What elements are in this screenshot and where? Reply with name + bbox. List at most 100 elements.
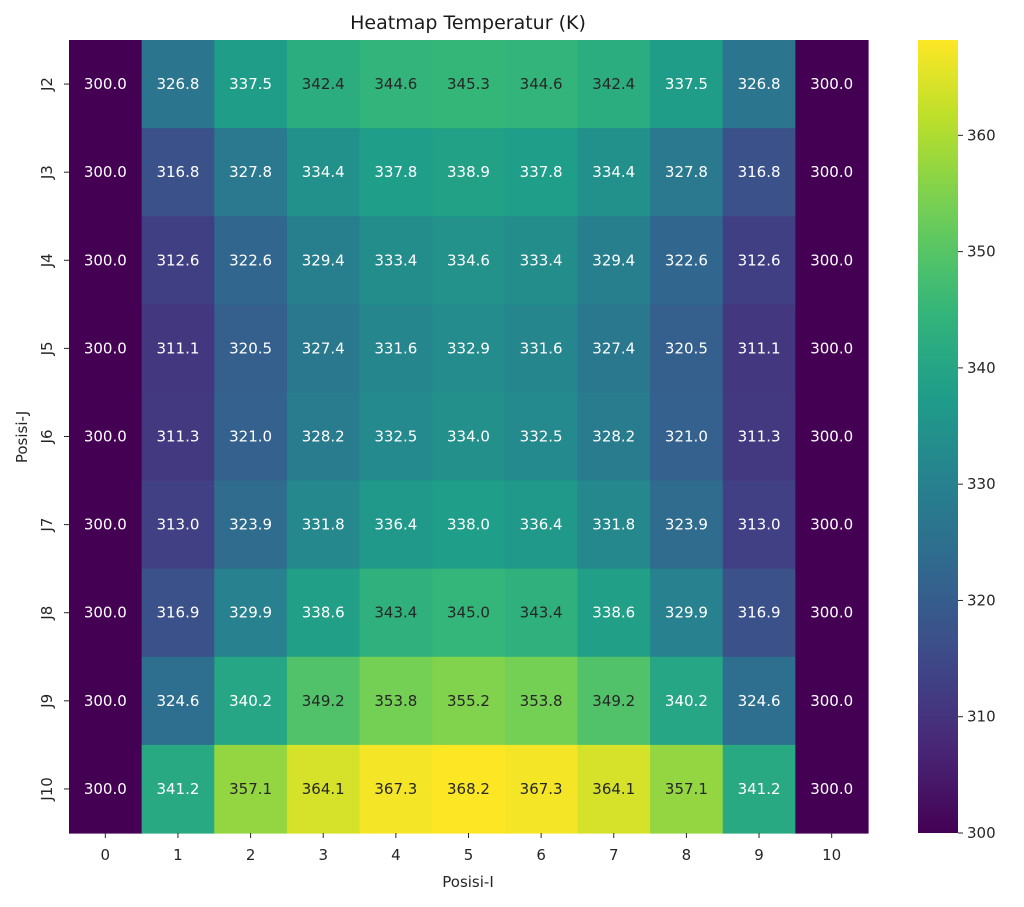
y-axis-label: Posisi-J — [13, 411, 31, 463]
cell-value-label: 344.6 — [520, 75, 563, 93]
cell-value-label: 324.6 — [738, 692, 781, 710]
cell-annotations: 300.0 326.8 337.5 342.4 344.6 345.3 344.6 342.4… — [84, 75, 853, 798]
x-tick-label: 6 — [536, 846, 546, 864]
y-tick-label: J8 — [38, 606, 56, 621]
cell-value-label: 329.4 — [592, 251, 635, 269]
cell-value-label: 334.0 — [447, 428, 490, 446]
cell-value-label: 316.8 — [156, 163, 199, 181]
heatmap-cell — [141, 304, 215, 394]
cell-value-label: 300.0 — [84, 251, 127, 269]
cell-value-label: 327.4 — [302, 339, 345, 357]
cell-value-label: 300.0 — [84, 428, 127, 446]
heatmap-cell — [141, 128, 215, 217]
cell-value-label: 338.6 — [592, 604, 635, 622]
heatmap-cell — [214, 304, 288, 394]
heatmap-cell — [286, 744, 361, 834]
cell-value-label: 321.0 — [229, 428, 272, 446]
y-tick-label: J5 — [38, 341, 56, 356]
cell-value-label: 300.0 — [810, 339, 853, 357]
cell-value-label: 323.9 — [229, 516, 272, 534]
heatmap-cell — [722, 40, 796, 129]
heatmap-cell — [722, 304, 796, 394]
cell-value-label: 316.9 — [156, 604, 199, 622]
heatmap-cell — [795, 216, 869, 305]
y-tick-label: J7 — [38, 518, 56, 533]
heatmap-cell — [722, 216, 796, 305]
heatmap-cell — [359, 40, 433, 129]
cell-value-label: 320.5 — [229, 339, 272, 357]
heatmap-cell — [504, 128, 579, 217]
colorbar-tick-label: 330 — [967, 475, 996, 493]
heatmap-cell — [722, 392, 796, 482]
heatmap-cell — [359, 656, 433, 746]
heatmap-cell — [722, 480, 796, 570]
cell-value-label: 311.3 — [738, 428, 781, 446]
heatmap-cell — [795, 40, 869, 129]
heatmap-cell — [650, 744, 724, 834]
heatmap-cell — [504, 304, 579, 394]
cell-value-label: 355.2 — [447, 692, 490, 710]
colorbar-tick-label: 350 — [967, 243, 996, 261]
x-tick-label: 3 — [318, 846, 328, 864]
heatmap-cell — [359, 392, 433, 482]
heatmap-cell — [69, 40, 143, 129]
cell-value-label: 331.8 — [592, 516, 635, 534]
heatmap-cell — [650, 656, 724, 746]
heatmap-cell — [214, 128, 288, 217]
cell-value-label: 300.0 — [84, 163, 127, 181]
heatmap-cell — [214, 392, 288, 482]
heatmap-cell — [69, 480, 143, 570]
cell-value-label: 316.9 — [738, 604, 781, 622]
heatmap-cell — [141, 40, 215, 129]
cell-value-label: 323.9 — [665, 516, 708, 534]
heatmap-cell — [69, 568, 143, 658]
heatmap-cell — [286, 216, 361, 305]
heatmap-cell — [650, 480, 724, 570]
heatmap-cell — [286, 128, 361, 217]
cell-value-label: 343.4 — [520, 604, 563, 622]
heatmap-cell — [432, 656, 506, 746]
cell-value-label: 367.3 — [520, 780, 563, 798]
colorbar-tick-label: 340 — [967, 359, 996, 377]
cell-value-label: 300.0 — [810, 163, 853, 181]
cell-value-label: 311.1 — [738, 339, 781, 357]
heatmap-cell — [650, 568, 724, 658]
heatmap-cell — [650, 304, 724, 394]
cell-value-label: 300.0 — [810, 516, 853, 534]
heatmap-cell — [214, 216, 288, 305]
heatmap-cell — [722, 568, 796, 658]
heatmap-cell — [577, 392, 651, 482]
cell-value-label: 327.8 — [665, 163, 708, 181]
cell-value-label: 300.0 — [810, 75, 853, 93]
cell-value-label: 331.6 — [374, 339, 417, 357]
heatmap-cell — [141, 392, 215, 482]
cell-value-label: 329.9 — [229, 604, 272, 622]
heatmap-cell — [504, 40, 579, 129]
cell-value-label: 357.1 — [665, 780, 708, 798]
heatmap-cell — [577, 568, 651, 658]
heatmap-cell — [432, 216, 506, 305]
cell-value-label: 300.0 — [84, 339, 127, 357]
cell-value-label: 341.2 — [156, 780, 199, 798]
heatmap-cell — [722, 656, 796, 746]
cell-value-label: 326.8 — [156, 75, 199, 93]
x-tick-label: 9 — [754, 846, 764, 864]
cell-value-label: 338.6 — [302, 604, 345, 622]
cell-value-label: 337.5 — [665, 75, 708, 93]
heatmap-grid — [69, 40, 869, 834]
heatmap-cell — [577, 304, 651, 394]
cell-value-label: 368.2 — [447, 780, 490, 798]
cell-value-label: 340.2 — [229, 692, 272, 710]
cell-value-label: 300.0 — [84, 604, 127, 622]
heatmap-cell — [286, 304, 361, 394]
cell-value-label: 300.0 — [810, 692, 853, 710]
x-tick-label: 8 — [682, 846, 692, 864]
heatmap-cell — [504, 744, 579, 834]
cell-value-label: 334.6 — [447, 251, 490, 269]
colorbar — [918, 40, 958, 833]
x-tick-label: 4 — [391, 846, 401, 864]
x-axis-ticks: 0 1 2 3 4 5 6 7 8 9 10 — [101, 833, 841, 864]
heatmap-cell — [69, 216, 143, 305]
heatmap-cell — [214, 480, 288, 570]
